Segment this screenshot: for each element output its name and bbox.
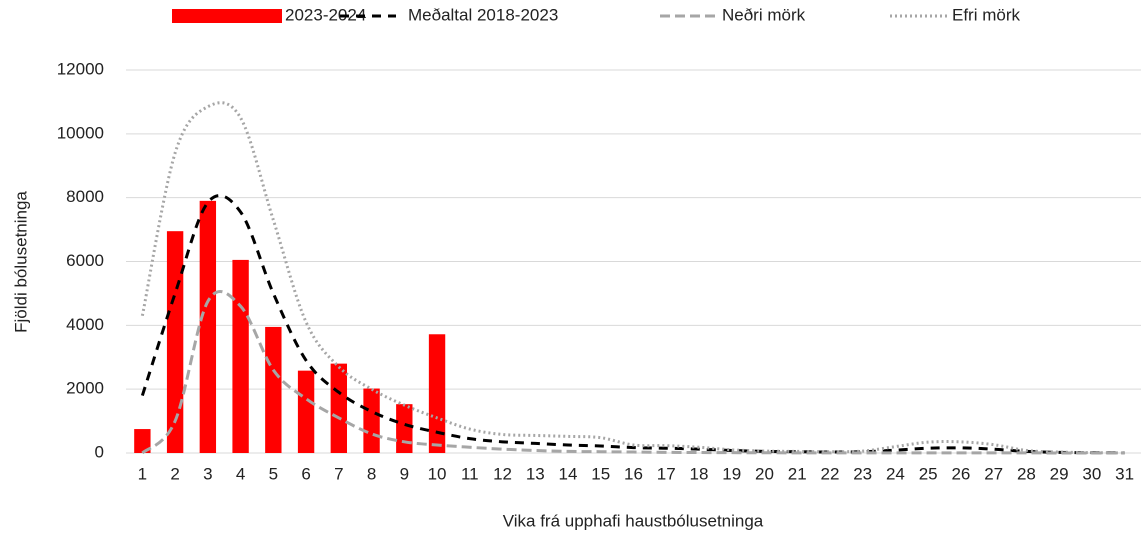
y-axis-label: Fjöldi bólusetninga [11,191,30,333]
x-tick-label: 14 [559,464,578,483]
bar [363,388,380,453]
legend-label: Efri mörk [952,5,1021,24]
x-tick-label: 20 [755,464,774,483]
x-tick-label: 27 [984,464,1003,483]
x-tick-label: 9 [400,464,409,483]
x-tick-label: 29 [1050,464,1069,483]
bar [166,231,184,453]
legend-label: 2023-2024 [285,5,366,24]
y-tick-label: 0 [95,442,104,461]
legend-label: Meðaltal 2018-2023 [408,5,558,24]
x-tick-label: 21 [788,464,807,483]
x-tick-label: 8 [367,464,376,483]
y-tick-label: 4000 [66,315,104,334]
x-tick-label: 5 [269,464,278,483]
x-tick-label: 10 [428,464,447,483]
x-tick-label: 23 [853,464,872,483]
y-tick-label: 8000 [66,187,104,206]
x-tick-label: 1 [138,464,147,483]
x-tick-label: 11 [461,464,479,483]
x-tick-label: 15 [591,464,610,483]
x-tick-label: 4 [236,464,245,483]
bar [134,429,151,453]
legend-label: Neðri mörk [722,5,806,24]
x-tick-label: 17 [657,464,676,483]
x-tick-label: 25 [919,464,938,483]
bar [330,363,348,453]
x-tick-label: 26 [951,464,970,483]
bar [199,200,217,453]
x-tick-label: 24 [886,464,905,483]
y-tick-label: 12000 [57,59,104,78]
x-tick-label: 30 [1082,464,1101,483]
bar [265,326,282,453]
x-tick-label: 3 [203,464,212,483]
legend-swatch [172,9,282,23]
x-axis-label: Vika frá upphafi haustbólusetninga [503,511,764,530]
y-tick-label: 10000 [57,123,104,142]
bar [297,370,315,453]
line [141,290,1125,455]
bar [428,334,446,453]
x-tick-label: 18 [690,464,709,483]
x-tick-label: 22 [820,464,839,483]
y-tick-label: 6000 [66,251,104,270]
x-tick-label: 6 [301,464,310,483]
x-tick-label: 2 [170,464,179,483]
x-tick-label: 13 [526,464,545,483]
line [140,194,1125,455]
x-tick-label: 19 [722,464,741,483]
x-tick-label: 16 [624,464,643,483]
x-tick-label: 12 [493,464,512,483]
bar [232,259,249,453]
y-tick-label: 2000 [66,379,104,398]
bar [396,404,413,453]
x-tick-label: 28 [1017,464,1036,483]
line [140,101,1125,455]
x-tick-label: 7 [334,464,343,483]
x-tick-label: 31 [1115,464,1134,483]
